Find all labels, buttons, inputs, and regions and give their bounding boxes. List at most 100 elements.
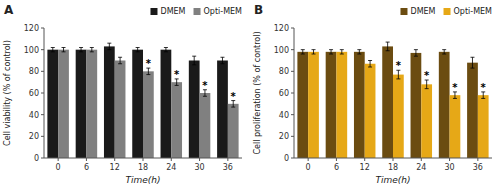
error-line: [444, 50, 445, 54]
error-cap: [329, 54, 333, 55]
x-tick-label: 0: [56, 163, 61, 172]
x-tick: [308, 158, 309, 161]
error-bar: [51, 48, 55, 52]
error-bar: [340, 50, 344, 54]
error-cap: [414, 56, 418, 57]
y-tick-label: 0: [34, 154, 39, 163]
error-line: [81, 48, 82, 52]
bar: [439, 52, 450, 158]
x-tick: [449, 158, 450, 161]
error-line: [137, 48, 138, 52]
error-cap: [329, 49, 333, 50]
bar: [393, 75, 404, 158]
bar: [217, 61, 228, 159]
bar: [365, 64, 376, 158]
bar: [104, 46, 115, 158]
y-tick-label: 100: [24, 46, 39, 55]
error-cap: [107, 49, 111, 50]
panel-title: B: [254, 3, 263, 17]
error-cap: [62, 51, 66, 52]
annotation: *: [174, 69, 180, 80]
error-cap: [340, 54, 344, 55]
x-tick: [477, 158, 478, 161]
x-tick-label: 36: [223, 163, 233, 172]
error-cap: [192, 56, 196, 57]
y-tick-label: 60: [29, 89, 39, 98]
error-line: [415, 50, 416, 57]
annotation: *: [481, 82, 487, 93]
bar: [411, 53, 422, 158]
x-tick-label: 30: [444, 163, 454, 172]
error-bar: [192, 56, 196, 65]
error-cap: [442, 54, 446, 55]
plot-area: [297, 42, 488, 158]
error-bar: [470, 57, 474, 68]
error-cap: [470, 57, 474, 58]
error-cap: [357, 49, 361, 50]
error-line: [222, 57, 223, 64]
error-bar: [136, 48, 140, 52]
error-line: [398, 70, 399, 79]
bar: [228, 104, 239, 158]
error-bar: [301, 50, 305, 54]
y-axis: [44, 28, 45, 158]
x-tick: [114, 158, 115, 161]
error-line: [387, 42, 388, 51]
error-cap: [301, 49, 305, 50]
error-line: [63, 48, 64, 52]
chart: A020406080100120Cell viability (% of con…: [0, 0, 500, 196]
error-cap: [51, 51, 55, 52]
legend-label: DMEM: [160, 7, 185, 16]
error-cap: [425, 88, 429, 89]
y-tick-label: 80: [29, 67, 39, 76]
error-cap: [220, 57, 224, 58]
legend: DMEMOpti-MEM: [150, 7, 242, 16]
legend-swatch: [444, 8, 451, 15]
error-line: [302, 50, 303, 54]
error-bar: [312, 50, 316, 54]
bar: [171, 82, 182, 158]
y-tick-label: 100: [274, 46, 289, 55]
x-tick: [199, 158, 200, 161]
error-cap: [470, 68, 474, 69]
error-bar: [62, 48, 66, 52]
error-bar: [414, 50, 418, 57]
x-tick: [58, 158, 59, 161]
x-tick-label: 36: [473, 163, 483, 172]
error-line: [313, 50, 314, 54]
error-cap: [453, 98, 457, 99]
error-cap: [118, 57, 122, 58]
error-line: [109, 43, 110, 50]
error-line: [52, 48, 53, 52]
error-cap: [312, 54, 316, 55]
error-cap: [396, 78, 400, 79]
error-cap: [146, 74, 150, 75]
bar: [76, 50, 87, 158]
bar: [47, 50, 58, 158]
x-tick: [86, 158, 87, 161]
bar: [132, 50, 143, 158]
legend-swatch: [194, 8, 201, 15]
plot-area: [47, 43, 238, 158]
x-axis-label: Time(h): [125, 175, 160, 185]
error-cap: [79, 47, 83, 48]
error-cap: [442, 49, 446, 50]
error-line: [472, 57, 473, 68]
error-cap: [481, 98, 485, 99]
annotation: *: [202, 80, 208, 91]
bar: [308, 52, 319, 158]
error-cap: [231, 107, 235, 108]
x-tick-label: 24: [166, 163, 176, 172]
x-tick-label: 0: [306, 163, 311, 172]
error-cap: [90, 47, 94, 48]
x-tick: [227, 158, 228, 161]
error-cap: [368, 60, 372, 61]
annotation: *: [396, 60, 402, 71]
error-bar: [396, 70, 400, 79]
bar: [354, 52, 365, 158]
bar: [161, 50, 172, 158]
y-tick-label: 80: [279, 67, 289, 76]
y-axis-label: Cell proliferation (% of control): [253, 31, 262, 154]
error-line: [370, 61, 371, 68]
annotation: *: [231, 91, 237, 102]
